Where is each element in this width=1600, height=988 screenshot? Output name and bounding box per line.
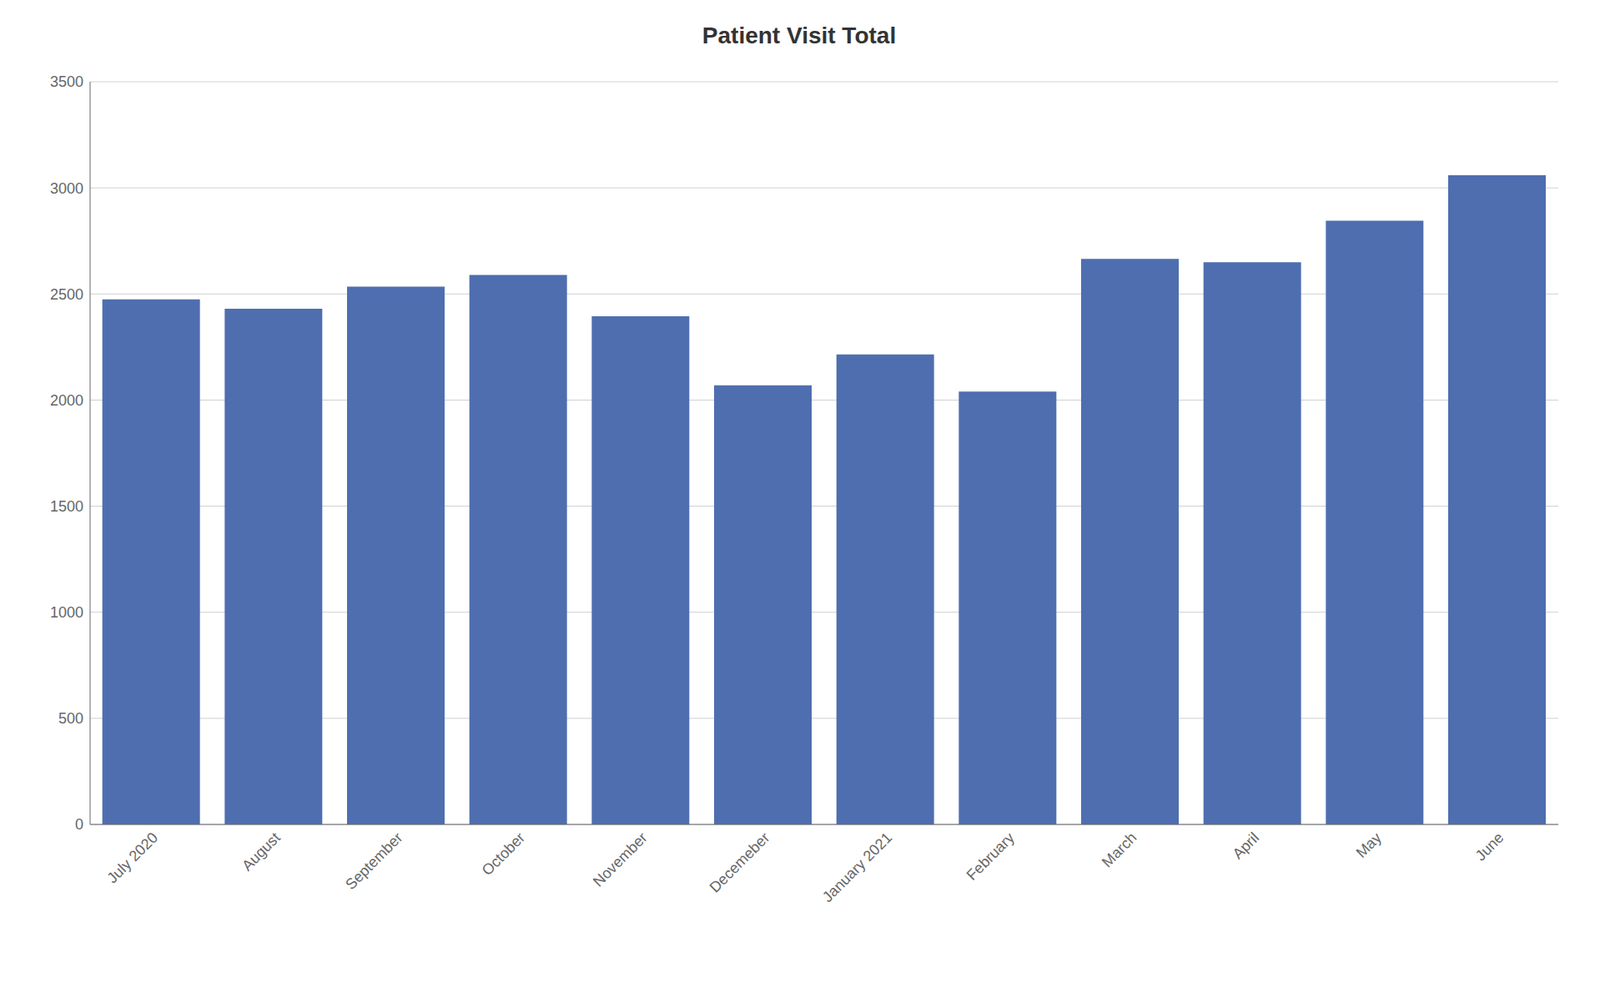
svg-text:August: August [238,829,284,875]
svg-text:March: March [1098,829,1141,871]
svg-text:500: 500 [58,709,84,727]
svg-text:3000: 3000 [50,180,84,197]
svg-text:October: October [478,829,529,879]
svg-text:2000: 2000 [50,392,84,409]
svg-text:1500: 1500 [50,498,84,515]
svg-text:May: May [1353,829,1385,861]
html-text:Patient Visit Total: Patient Visit Total [702,22,897,49]
svg-text:June: June [1472,829,1508,865]
svg-text:September: September [342,829,406,893]
svg-text:April: April [1229,829,1263,863]
svg-text:2500: 2500 [50,286,84,303]
svg-text:January 2021: January 2021 [819,829,896,906]
svg-text:3500: 3500 [50,73,84,91]
svg-text:February: February [963,829,1018,884]
svg-text:Decemeber: Decemeber [706,829,774,896]
svg-text:1000: 1000 [50,603,84,621]
svg-text:July 2020: July 2020 [104,829,162,887]
svg-text:0: 0 [75,815,84,833]
svg-text:November: November [589,829,651,891]
